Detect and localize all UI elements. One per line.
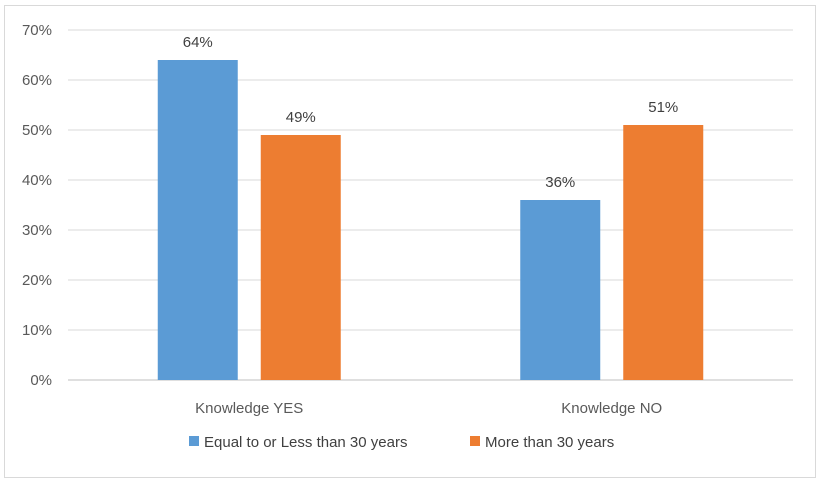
- legend-label: More than 30 years: [485, 434, 614, 451]
- bar-le30-knowledge-no: [520, 200, 601, 380]
- legend-swatch: [189, 436, 199, 446]
- y-tick-label: 10%: [22, 322, 52, 339]
- data-label: 36%: [545, 174, 575, 191]
- y-tick-label: 20%: [22, 272, 52, 289]
- y-tick-label: 30%: [22, 222, 52, 239]
- bar-gt30-knowledge-yes: [260, 135, 341, 380]
- x-tick-label: Knowledge YES: [195, 400, 303, 417]
- data-label: 51%: [648, 99, 678, 116]
- data-label: 49%: [286, 109, 316, 126]
- legend-label: Equal to or Less than 30 years: [204, 434, 407, 451]
- legend-swatch: [470, 436, 480, 446]
- x-axis-ticks: Knowledge YES Knowledge NO: [195, 400, 662, 417]
- y-tick-label: 70%: [22, 22, 52, 39]
- bar-le30-knowledge-yes: [157, 60, 238, 380]
- y-tick-label: 50%: [22, 122, 52, 139]
- legend: Equal to or Less than 30 years More than …: [189, 434, 614, 451]
- data-label: 64%: [183, 34, 213, 51]
- y-tick-label: 0%: [30, 372, 52, 389]
- y-axis-ticks: 0% 10% 20% 30% 40% 50% 60% 70%: [22, 22, 52, 389]
- y-tick-label: 40%: [22, 172, 52, 189]
- y-tick-label: 60%: [22, 72, 52, 89]
- data-labels: 64% 49% 36% 51%: [183, 34, 679, 191]
- x-tick-label: Knowledge NO: [561, 400, 662, 417]
- bar-gt30-knowledge-no: [623, 125, 704, 380]
- bars: [157, 60, 704, 380]
